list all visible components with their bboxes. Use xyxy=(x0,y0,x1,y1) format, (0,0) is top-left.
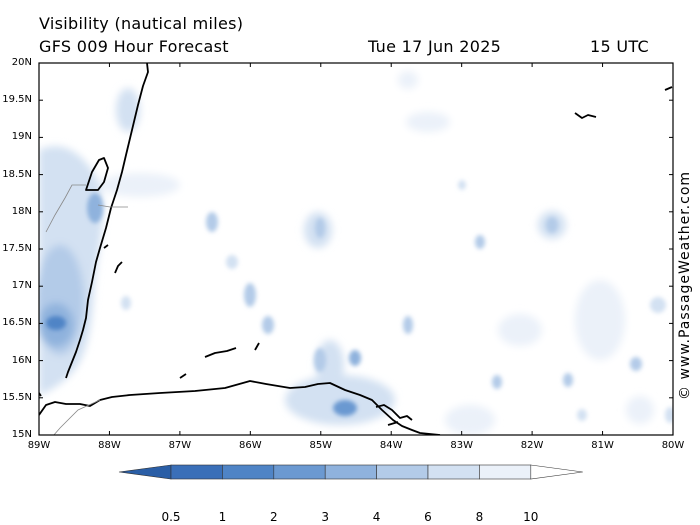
colorbar-segment xyxy=(324,464,377,480)
credit-text: © www.PassageWeather.com xyxy=(677,170,693,400)
colorbar-label: 6 xyxy=(424,510,432,524)
longitude-label: 89W xyxy=(27,440,51,451)
colorbar-label: 8 xyxy=(475,510,484,524)
latitude-label: 20N xyxy=(11,57,32,68)
colorbar-segment xyxy=(170,464,223,480)
colorbar-label: 3 xyxy=(321,510,329,524)
latitude-label: 18N xyxy=(11,205,32,217)
latitude-label: 18.5N xyxy=(2,168,32,180)
colorbar-label: 4 xyxy=(372,510,381,524)
colorbar-segment xyxy=(427,464,480,480)
colorbar-segment xyxy=(273,464,326,480)
plot-area xyxy=(39,63,673,435)
forecast-time: 15 UTC xyxy=(590,37,649,56)
colorbar-label: 0.5 xyxy=(161,510,181,524)
colorbar-high-arrow xyxy=(530,464,583,480)
longitude-label: 88W xyxy=(98,440,121,451)
colorbar-low-arrow xyxy=(118,464,172,480)
latitude-label: 16N xyxy=(11,354,32,366)
latitude-label: 19N xyxy=(11,131,32,143)
forecast-date: Tue 17 Jun 2025 xyxy=(368,37,502,56)
colorbar-segment xyxy=(479,464,532,480)
colorbar-label: 10 xyxy=(523,510,539,524)
latitude-label: 15N xyxy=(11,429,32,440)
longitude-label: 86W xyxy=(239,440,262,451)
latitude-label: 19.5N xyxy=(2,94,32,106)
colorbar-label: 1 xyxy=(218,510,227,524)
colorbar-segment xyxy=(376,464,429,480)
longitude-label: 87W xyxy=(168,440,192,451)
latitude-label: 16.5N xyxy=(2,317,32,329)
colorbar-label: 2 xyxy=(269,510,278,524)
latitude-label: 17.5N xyxy=(2,243,32,254)
forecast-label: GFS 009 Hour Forecast xyxy=(39,37,229,56)
longitude-label: 81W xyxy=(591,440,614,451)
latitude-label: 15.5N xyxy=(2,391,32,403)
colorbar xyxy=(118,464,583,480)
axis-ticks xyxy=(38,62,674,436)
longitude-label: 85W xyxy=(309,440,333,451)
latitude-label: 17N xyxy=(11,280,32,292)
chart-title: Visibility (nautical miles) xyxy=(39,14,244,33)
borders xyxy=(45,184,128,435)
longitude-label: 83W xyxy=(450,440,473,451)
colorbar-segment xyxy=(222,464,275,480)
longitude-label: 82W xyxy=(520,440,544,451)
longitude-label: 80W xyxy=(661,440,685,451)
coastline xyxy=(39,63,673,435)
longitude-label: 84W xyxy=(379,440,403,451)
